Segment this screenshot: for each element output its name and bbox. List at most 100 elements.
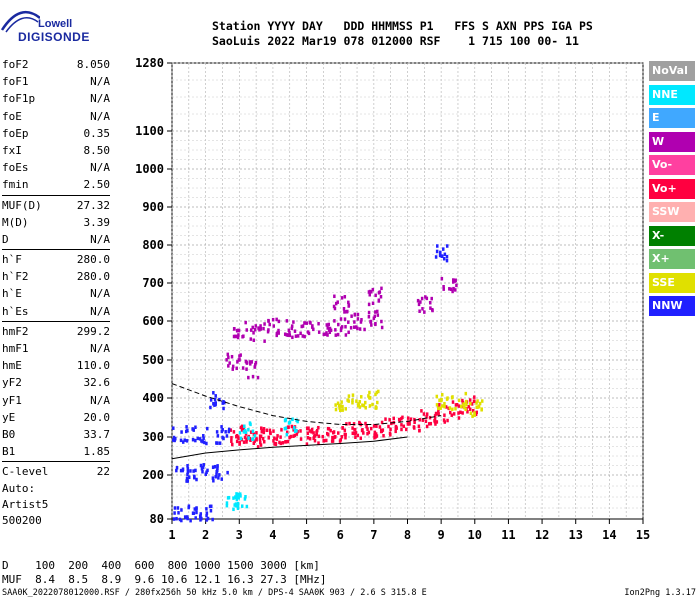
echo-point [341,408,344,412]
echo-point [192,469,195,473]
echo-point [322,438,326,443]
echo-point [338,408,342,413]
echo-point [333,294,336,299]
param-value: 0.35 [83,126,111,140]
echo-point [451,395,454,399]
echo-point [307,331,311,336]
echo-point [288,330,291,335]
echo-point [438,402,441,407]
param-row: fxI 8.50 [2,142,110,159]
echo-point [444,405,448,409]
echo-point [262,427,266,431]
echo-point [238,354,241,358]
echo-point [294,334,298,338]
echo-point [443,404,446,409]
echo-point [258,441,262,445]
x-tick-label: 9 [438,528,445,542]
echo-point [253,434,257,438]
echo-point [425,424,429,429]
echo-point [435,403,439,407]
echo-point [285,432,289,437]
echo-point [225,358,228,362]
echo-point [187,475,191,479]
echo-point [339,317,343,321]
echo-point [288,420,292,424]
echo-point [244,430,248,434]
echo-point [443,413,446,417]
echo-point [315,432,318,437]
param-value: N/A [90,393,110,407]
echo-point [248,421,252,425]
station-header: Station YYYY DAY DDD HHMMSS P1 FFS S AXN… [212,19,593,49]
echo-point [360,395,363,399]
echo-point [448,406,452,410]
echo-point [367,302,371,307]
echo-point [473,411,476,415]
echo-point [374,310,377,314]
echo-point [329,328,333,333]
echo-point [242,440,246,444]
echo-point [296,334,300,338]
echo-point [356,326,359,331]
echo-point [317,425,320,430]
echo-point [174,436,177,441]
param-row: hmF2 299.2 [2,323,110,340]
echo-point [268,322,271,327]
echo-point [452,412,456,416]
echo-point [312,431,315,435]
echo-point [380,325,384,330]
echo-point [337,431,340,435]
legend-item: E [649,108,695,128]
echo-point [338,406,341,410]
echo-point [200,516,203,521]
echo-point [288,333,292,338]
echo-point [334,301,338,306]
echo-point [325,331,328,335]
echo-point [407,421,410,425]
echo-point [459,404,463,409]
echo-point [345,422,348,426]
echo-point [237,333,240,337]
echo-point [438,252,442,256]
echo-point [191,511,195,515]
echo-point [344,435,347,440]
echo-point [360,318,363,322]
echo-point [232,326,236,331]
param-value: N/A [90,109,110,123]
echo-point [225,434,229,438]
echo-point [317,330,321,334]
echo-point [322,332,326,337]
auto-code: 500200 [2,514,42,527]
echo-point [191,427,194,431]
x-tick-label: 10 [468,528,482,542]
echo-point [258,437,262,441]
echo-point [229,428,233,432]
echo-point [285,319,289,323]
echo-point [290,424,294,429]
echo-point [179,468,183,473]
echo-point [209,405,212,410]
echo-point [279,441,283,446]
echo-point [242,426,245,430]
echo-point [377,389,380,394]
echo-point [342,306,346,311]
echo-point [273,436,276,440]
echo-point [235,434,238,439]
echo-point [473,413,476,417]
echo-point [268,428,272,433]
echo-point [388,418,391,422]
echo-point [249,438,252,443]
param-label: fxI [2,143,22,157]
echo-point [206,426,209,431]
echo-point [437,412,440,416]
echo-point [362,431,365,435]
echo-point [429,421,433,426]
echo-point [443,420,446,424]
echo-point [457,398,461,403]
echo-point [232,430,236,434]
echo-point [434,255,438,259]
echo-point [242,430,246,434]
echo-point [305,321,309,325]
echo-point [430,296,433,301]
echo-point [347,300,350,305]
